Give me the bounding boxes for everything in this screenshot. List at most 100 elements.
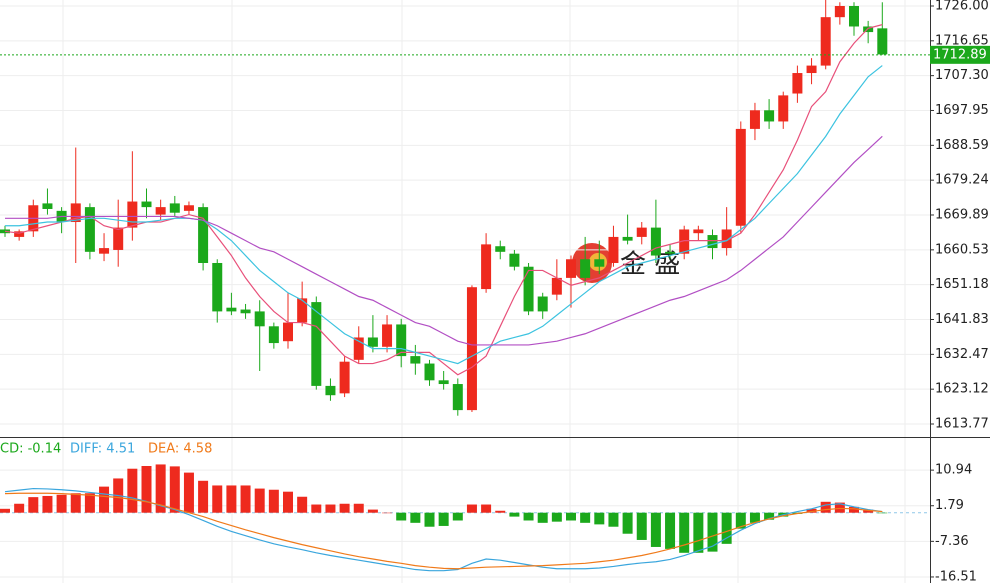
candle-body [198, 207, 209, 263]
macd-bar [495, 510, 506, 513]
macd-bar [580, 512, 591, 523]
candle-body [693, 229, 704, 234]
time-grid [62, 0, 906, 583]
candle-body [650, 227, 661, 256]
macd-bar [56, 494, 67, 513]
macd-bar [254, 488, 265, 513]
y-tick-label: 1726.00 [935, 0, 989, 13]
candle-body [14, 231, 25, 237]
indicator-line [4, 492, 883, 570]
candle-body [481, 244, 492, 290]
macd-bar [537, 512, 548, 523]
macd-bar [834, 502, 845, 513]
indicator-line [4, 24, 883, 376]
candle-body [226, 307, 237, 312]
macd-bar [226, 485, 237, 513]
candle-body [622, 236, 633, 241]
macd-bar [212, 485, 223, 513]
macd-bar [70, 493, 81, 513]
macd-bar [325, 504, 336, 513]
candle-body [566, 259, 576, 278]
y-tick-label: 1623.12 [935, 382, 989, 397]
macd-bar [14, 503, 25, 513]
y-tick-label: 1716.65 [935, 33, 989, 48]
macd-bar [452, 512, 463, 521]
macd-bar [849, 506, 859, 513]
candle-body [283, 322, 293, 342]
candle-body [580, 259, 591, 278]
candle-body [424, 363, 435, 381]
macd-bar [608, 512, 619, 527]
macd-bar [353, 503, 364, 513]
macd-bar [28, 497, 39, 513]
candle-body [297, 298, 308, 323]
candle-body [749, 110, 760, 129]
current-price-box [930, 45, 990, 64]
candle-body [636, 227, 647, 237]
candle-body [735, 128, 746, 226]
y-tick-label: -7.36 [935, 534, 969, 549]
macd-bar [410, 512, 421, 523]
candle-body [438, 380, 449, 385]
y-tick-label: 1697.95 [935, 103, 989, 118]
candle-body [665, 251, 676, 254]
macd-bar [198, 480, 209, 513]
macd-bar [622, 512, 633, 534]
macd-bar [311, 504, 322, 513]
candle-body [353, 337, 364, 360]
legend-item: DIFF: 4.51 [70, 442, 135, 457]
y-tick-label: 1679.24 [935, 173, 989, 188]
macd-bar [877, 512, 888, 514]
macd-bar [806, 508, 817, 513]
macd-bar [551, 512, 562, 522]
candle-body [877, 28, 888, 55]
y-tick-label: 1632.47 [935, 347, 989, 362]
candle-body [551, 277, 562, 295]
indicator-line [5, 65, 883, 365]
candle-body [806, 65, 817, 74]
macd-bar [438, 512, 449, 526]
macd-bar [99, 486, 110, 513]
macd-bar [141, 465, 152, 513]
macd-bar [297, 496, 308, 513]
y-tick-label: 1.79 [935, 498, 964, 513]
y-tick-label: 1707.30 [935, 68, 989, 83]
macd-bar [169, 466, 180, 513]
candle-body [495, 246, 506, 252]
macd-bar [721, 512, 732, 544]
candle-body [537, 296, 548, 312]
macd-bar [509, 512, 520, 517]
macd-bar [183, 472, 194, 513]
macd-bar [127, 468, 138, 513]
current-price-label: 1712.89 [933, 47, 987, 62]
candle-body [382, 324, 393, 347]
macd-bar [650, 512, 661, 547]
macd-bar [749, 512, 760, 523]
macd-bar [594, 512, 605, 525]
candle-body [849, 5, 859, 27]
candle-body [42, 203, 53, 209]
candle-body [183, 205, 194, 211]
macd-bar [84, 493, 95, 513]
macd-bar [268, 489, 279, 513]
watermark-text: 金 盛 [620, 250, 680, 280]
candle-body [141, 201, 152, 208]
macd-bar [693, 512, 704, 553]
candle-body [127, 201, 138, 228]
macd-bar [735, 512, 746, 529]
y-tick-label: -16.51 [935, 569, 977, 583]
macd-bar [155, 464, 166, 513]
y-tick-label: 1669.89 [935, 207, 989, 222]
macd-bar [283, 491, 293, 513]
candle-body [240, 309, 251, 314]
candle-body [820, 17, 831, 66]
macd-bar [240, 485, 251, 513]
macd-bar [566, 512, 576, 521]
macd-bar [42, 495, 53, 513]
macd-bar [863, 509, 874, 513]
y-tick-label: 1660.53 [935, 242, 989, 257]
macd-bar [481, 504, 492, 513]
y-tick-label: 1651.18 [935, 277, 989, 292]
candle-body [155, 207, 166, 215]
candle-body [410, 356, 421, 364]
